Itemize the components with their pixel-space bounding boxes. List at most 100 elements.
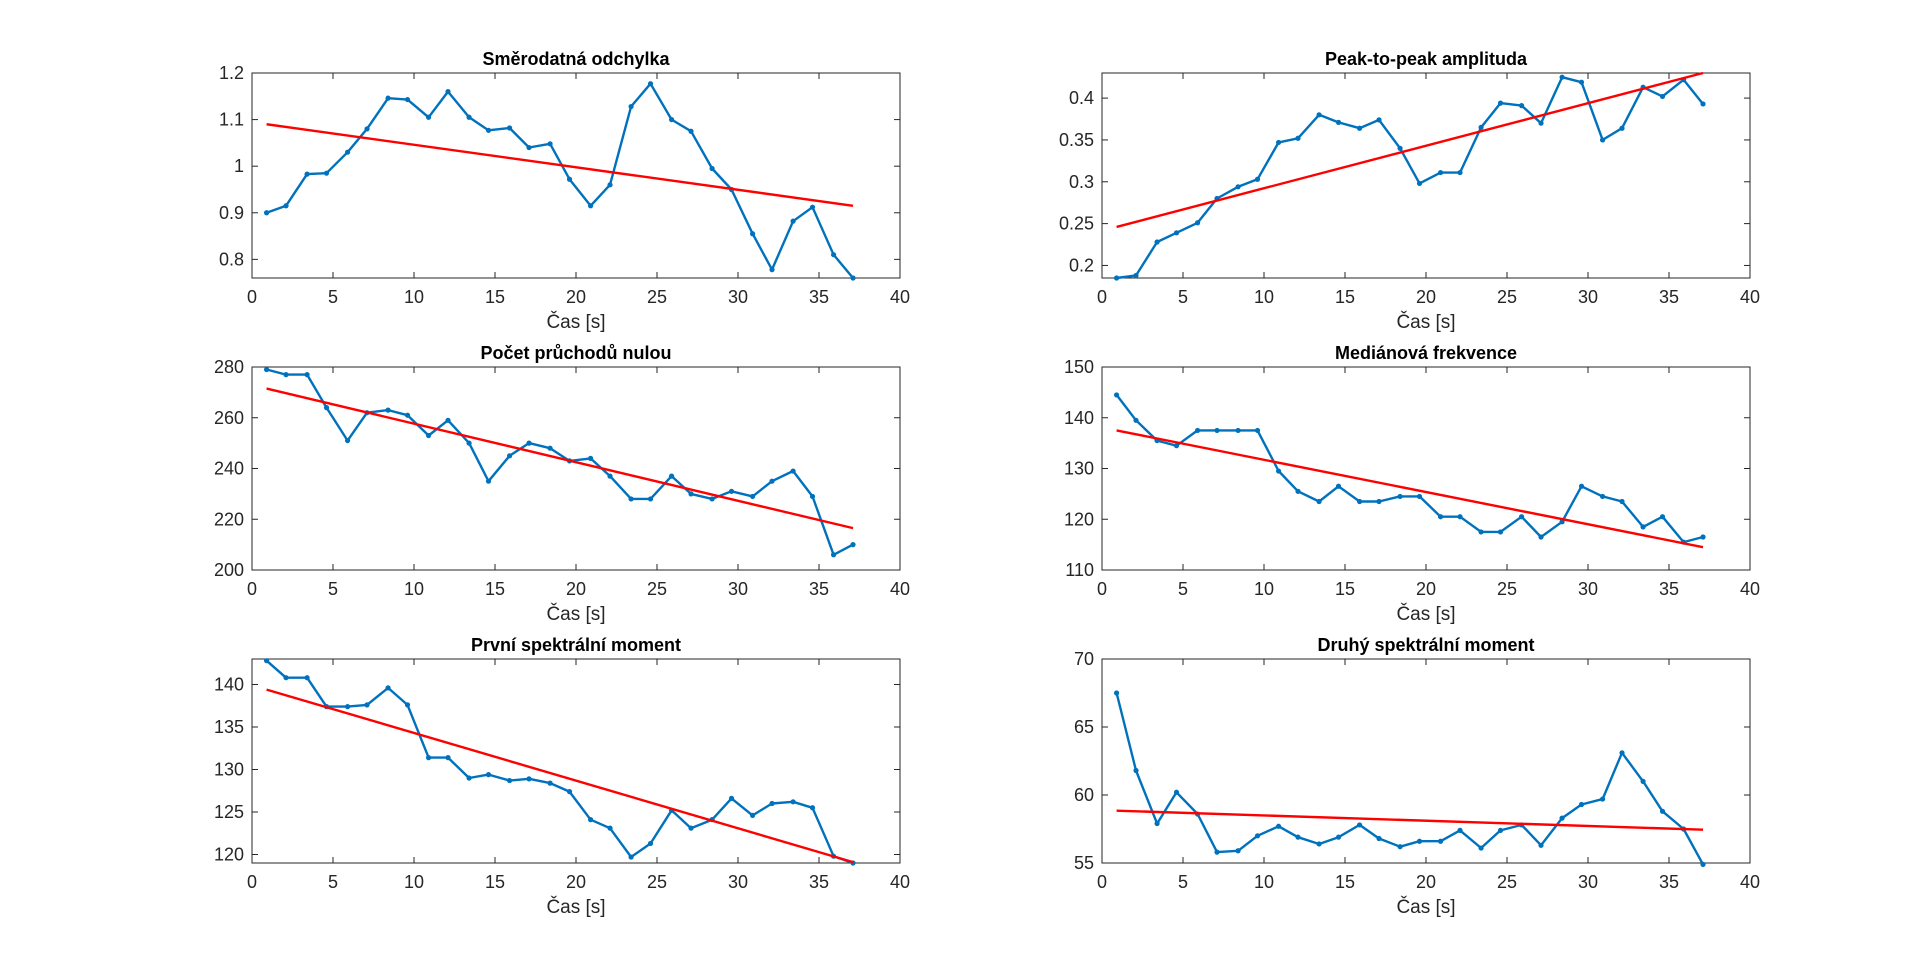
data-point [1437, 514, 1444, 520]
data-point [485, 772, 492, 778]
data-point [709, 496, 715, 502]
data-point [1640, 778, 1646, 785]
x-tick-label: 35 [809, 579, 829, 599]
x-tick-label: 40 [890, 872, 910, 892]
data-point [1356, 125, 1363, 131]
x-tick-label: 10 [1254, 287, 1274, 307]
data-point [1518, 514, 1525, 520]
y-tick-label: 0.35 [1059, 130, 1094, 150]
y-tick-label: 135 [214, 717, 244, 737]
data-point [1478, 845, 1484, 851]
data-point [1659, 514, 1666, 520]
data-point [628, 496, 634, 502]
data-point [445, 89, 451, 95]
axes-box [251, 72, 901, 279]
data-point [1316, 498, 1322, 505]
data-point [1559, 815, 1565, 821]
data-point [526, 144, 532, 151]
x-tick-label: 15 [1335, 579, 1355, 599]
x-tick-label: 35 [1659, 287, 1679, 307]
y-tick-label: 0.8 [219, 249, 244, 269]
data-point [485, 478, 492, 484]
data-point [1497, 827, 1504, 833]
data-point [1254, 176, 1261, 182]
data-point [1659, 93, 1666, 100]
x-tick-label: 15 [485, 579, 505, 599]
data-point [1254, 427, 1261, 434]
subplot-medianova-frekvence: 0 5 10 15 20 25 30 35 40 110 120 130 140 150 Mediánová… [1064, 343, 1760, 625]
data-point [1659, 808, 1666, 814]
axes-box [251, 366, 901, 571]
data-point [1619, 125, 1625, 131]
data-point [526, 440, 532, 446]
x-tick-label: 10 [404, 872, 424, 892]
data-point [304, 675, 310, 681]
data-point [1356, 822, 1363, 828]
subplot-prvni-spektralni-moment: 0 5 10 15 20 25 30 35 40 120 125 130 135 140 První spe… [214, 635, 910, 918]
subplot-title: První spektrální moment [471, 635, 681, 655]
x-tick-label: 5 [328, 287, 338, 307]
data-point [344, 437, 351, 444]
data-point [1133, 272, 1139, 279]
y-tick-label: 1.1 [219, 110, 244, 130]
y-tick-label: 140 [214, 675, 244, 695]
data-point [587, 203, 594, 209]
data-point [1457, 514, 1463, 520]
x-tick-label: 40 [890, 579, 910, 599]
axes-box [251, 658, 901, 864]
data-point [506, 777, 513, 784]
x-tick-label: 25 [647, 579, 667, 599]
x-tick-label: 20 [1416, 872, 1436, 892]
data-point [628, 854, 634, 860]
data-point [1335, 834, 1342, 840]
subplot-title: Druhý spektrální moment [1317, 635, 1534, 655]
x-tick-label: 20 [1416, 579, 1436, 599]
x-tick-label: 0 [247, 287, 257, 307]
data-point [283, 372, 289, 378]
trend-line [266, 688, 854, 864]
x-tick-label: 25 [1497, 287, 1517, 307]
data-point [1619, 750, 1625, 756]
y-tick-label: 220 [214, 509, 244, 529]
x-tick-label: 5 [328, 872, 338, 892]
data-point [1619, 498, 1625, 505]
data-point [790, 799, 796, 805]
data-point [304, 171, 310, 177]
data-point [1133, 417, 1139, 423]
data-point [1437, 169, 1444, 176]
trend-line [266, 387, 854, 530]
y-tick-label: 70 [1074, 649, 1094, 669]
data-point [668, 116, 675, 123]
data-point [628, 103, 634, 110]
data-point [587, 817, 594, 823]
x-tick-label: 0 [247, 579, 257, 599]
data-point [790, 218, 796, 224]
subplot-smerodatna-odchylka: 0 5 10 15 20 25 30 35 40 0.8 0.9 1 1.1 1.2 Směrodatná … [219, 49, 910, 333]
data-point [1214, 849, 1220, 855]
x-tick-label: 5 [1178, 872, 1188, 892]
data-point [769, 267, 775, 273]
x-tick-label: 25 [1497, 872, 1517, 892]
x-tick-label: 0 [1097, 872, 1107, 892]
data-point [709, 165, 715, 172]
x-tick-label: 0 [1097, 287, 1107, 307]
subplot-druhy-spektralni-moment: 0 5 10 15 20 25 30 35 40 55 60 65 70 Druhý spektrální… [1074, 635, 1760, 918]
subplot-peak-to-peak-amplituda: 0 5 10 15 20 25 30 35 40 0.2 0.25 0.3 0.35 0.4 Peak-to… [1059, 49, 1760, 333]
data-point [1275, 139, 1282, 146]
axes-box [1101, 658, 1751, 864]
data-point [466, 440, 472, 446]
data-point [1578, 801, 1585, 808]
x-tick-label: 20 [566, 287, 586, 307]
data-point [1173, 789, 1180, 795]
y-tick-label: 0.4 [1069, 88, 1094, 108]
data-point [1316, 841, 1322, 847]
y-tick-label: 150 [1064, 357, 1094, 377]
data-point [668, 473, 675, 479]
x-tick-label: 15 [1335, 872, 1355, 892]
data-point [445, 755, 451, 761]
y-tick-label: 260 [214, 408, 244, 428]
x-tick-label: 30 [1578, 872, 1598, 892]
data-point [263, 210, 270, 216]
y-tick-label: 0.2 [1069, 255, 1094, 275]
